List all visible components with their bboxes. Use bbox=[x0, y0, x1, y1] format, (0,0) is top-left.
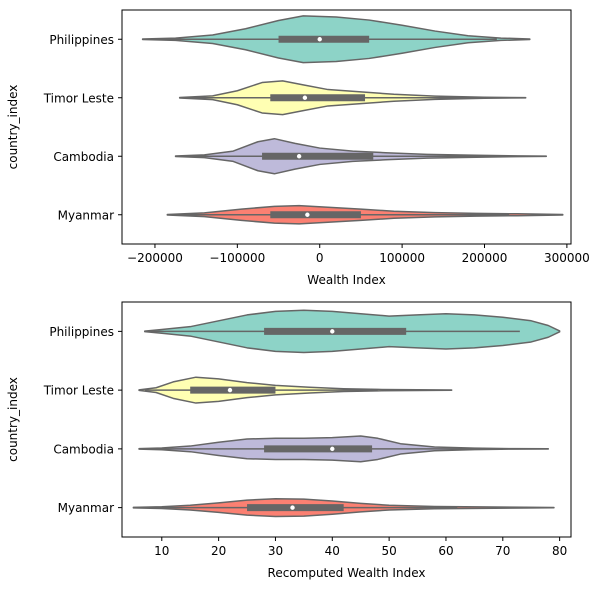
x-tick-label: 80 bbox=[552, 544, 567, 558]
violin-timor-leste bbox=[178, 80, 527, 116]
x-tick-label: 200000 bbox=[462, 251, 508, 265]
y-tick-label: Myanmar bbox=[58, 208, 114, 222]
x-tick-label: 0 bbox=[316, 251, 324, 265]
violin-median-dot bbox=[330, 446, 335, 452]
x-tick-label: 30 bbox=[268, 544, 283, 558]
violin-iqr-box bbox=[278, 35, 370, 43]
chart-panel-1: −200000 −100000 0 100000 200000 300000 Philipp… bbox=[6, 9, 590, 287]
violin-cambodia bbox=[174, 137, 548, 175]
axes-frame bbox=[121, 301, 572, 538]
y-tick-label: Philippines bbox=[49, 325, 114, 339]
y-tick-label: Timor Leste bbox=[43, 384, 114, 398]
x-tick-label: 50 bbox=[381, 544, 396, 558]
axes-frame bbox=[121, 9, 572, 245]
violin-philippines bbox=[143, 309, 561, 354]
violin-iqr-box bbox=[270, 94, 366, 102]
x-tick-label: 20 bbox=[211, 544, 226, 558]
chart-panel-2: 10 20 30 40 50 60 70 80 Philippines Timor Leste Ca… bbox=[6, 301, 572, 580]
violin-iqr-box bbox=[264, 445, 373, 453]
violin-iqr-box bbox=[262, 152, 374, 160]
violin-timor-leste bbox=[138, 376, 453, 404]
y-tick-label: Philippines bbox=[49, 33, 114, 47]
x-tick-label: −100000 bbox=[209, 251, 265, 265]
x-tick-label: 100000 bbox=[379, 251, 425, 265]
x-tick-label: 40 bbox=[325, 544, 340, 558]
x-axis-label: Wealth Index bbox=[307, 273, 385, 287]
violin-myanmar bbox=[132, 497, 555, 518]
x-tick-label: 10 bbox=[154, 544, 169, 558]
violin-iqr-box bbox=[247, 504, 344, 512]
y-tick-label: Cambodia bbox=[53, 442, 114, 456]
violin-median-dot bbox=[317, 37, 322, 42]
x-tick-label: 70 bbox=[495, 544, 510, 558]
violin-iqr-box bbox=[270, 211, 361, 219]
violin-median-dot bbox=[227, 387, 233, 393]
violin-iqr-box bbox=[264, 327, 407, 335]
violin-philippines bbox=[141, 15, 531, 64]
x-tick-label: −200000 bbox=[127, 251, 183, 265]
violin-median-dot bbox=[290, 505, 295, 510]
violin-median-dot bbox=[330, 329, 335, 334]
violin-cambodia bbox=[138, 435, 550, 463]
y-axis-label: country_index bbox=[6, 85, 20, 170]
x-tick-label: 300000 bbox=[544, 251, 590, 265]
y-tick-label: Cambodia bbox=[53, 150, 114, 164]
violin-myanmar bbox=[166, 204, 564, 225]
violin-median-dot bbox=[305, 212, 310, 217]
y-axis-label: country_index bbox=[6, 377, 20, 462]
violin-iqr-box bbox=[190, 386, 276, 394]
y-tick-label: Timor Leste bbox=[43, 91, 114, 105]
x-axis-label: Recomputed Wealth Index bbox=[268, 566, 426, 580]
violin-median-dot bbox=[302, 95, 308, 100]
y-tick-label: Myanmar bbox=[58, 501, 114, 515]
violin-median-dot bbox=[296, 154, 302, 159]
x-tick-label: 60 bbox=[438, 544, 453, 558]
